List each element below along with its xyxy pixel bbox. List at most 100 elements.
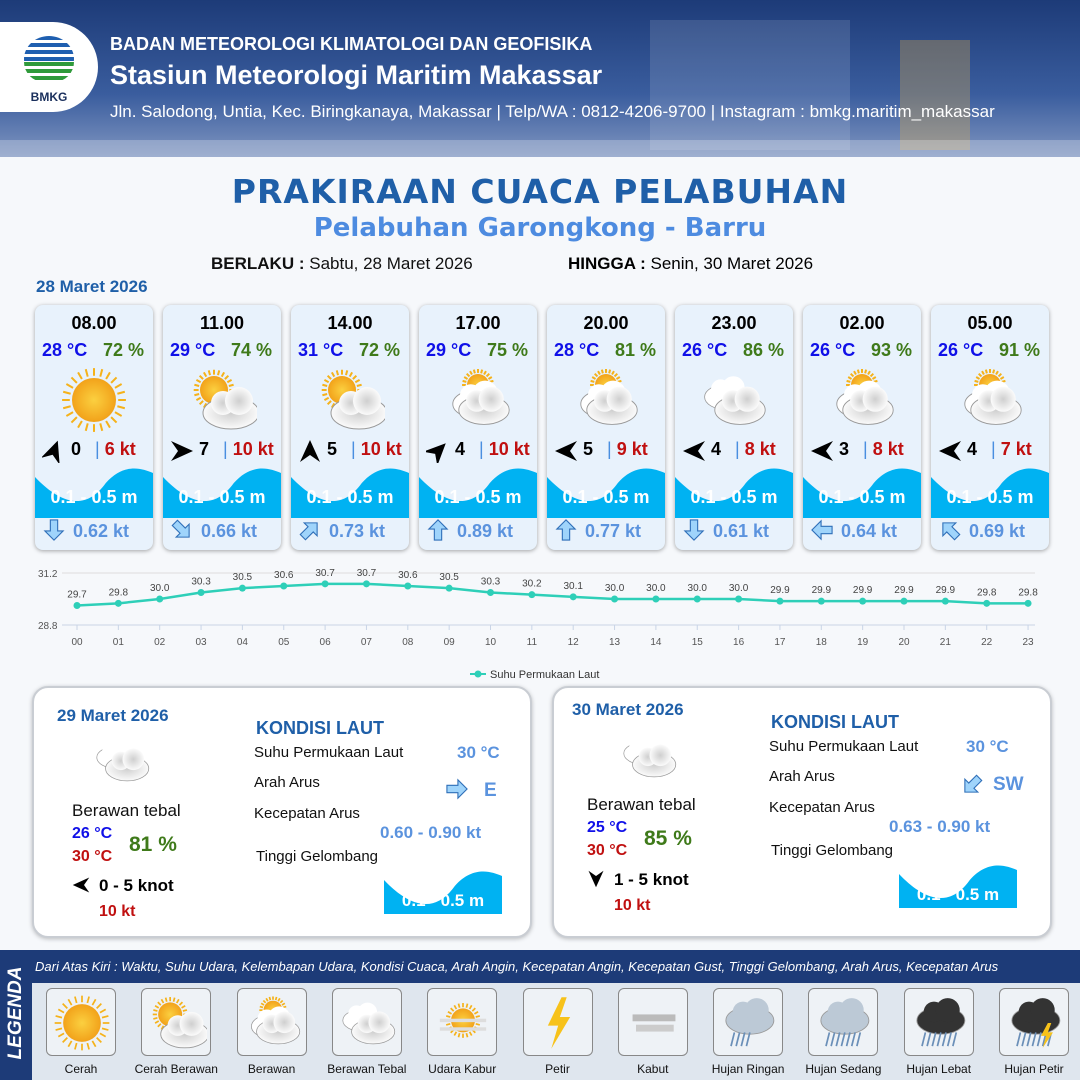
data-point	[114, 599, 122, 607]
sst-chart: 31.2 28.8 29.7 00 29.8 01 30.0 02 30.3 03 30.5 04 30…	[38, 568, 1038, 681]
card-wave-height: 0.1 - 0.5 m	[50, 487, 138, 507]
wind-direction-icon	[40, 439, 66, 465]
data-point	[983, 599, 991, 607]
card-time: 23.00	[711, 313, 757, 333]
card-time: 20.00	[583, 313, 629, 333]
x-tick: 13	[609, 637, 621, 648]
card-temp: 28 °C	[554, 340, 600, 360]
data-label: 30.2	[522, 579, 542, 590]
legend-item-label: Cerah	[64, 1062, 98, 1076]
panel-wave-height: 0.1 - 0.5 m	[916, 885, 1000, 904]
card-gust: 10 kt	[223, 439, 274, 460]
current-direction-icon	[43, 519, 65, 541]
x-tick: 19	[857, 637, 869, 648]
data-label: 30.6	[274, 570, 294, 581]
bmkg-logo: BMKG	[0, 22, 98, 112]
data-point	[197, 589, 205, 596]
card-time: 08.00	[71, 313, 117, 333]
wind-direction-icon	[423, 439, 450, 466]
current-direction-icon	[555, 519, 577, 541]
wave-icon	[899, 860, 1017, 913]
wave-icon	[803, 463, 921, 518]
legend-item-label: Petir	[545, 1062, 570, 1076]
panel-date: 30 Maret 2026	[572, 700, 684, 719]
hujan-petir-icon	[999, 988, 1069, 1056]
legend-caption: Dari Atas Kiri : Waktu, Suhu Udara, Kele…	[32, 950, 1080, 983]
current-dir-value: E	[484, 780, 497, 801]
data-label: 29.9	[894, 585, 914, 596]
legend-item-label: Cerah Berawan	[134, 1062, 218, 1076]
cerah-berawan-icon	[141, 988, 212, 1056]
wave-icon	[291, 463, 409, 518]
legend-marker	[474, 670, 482, 678]
card-humidity: 72 %	[358, 340, 400, 360]
sst-value: 30 °C	[457, 743, 500, 762]
cerah-icon	[46, 988, 116, 1056]
data-label: 29.9	[770, 585, 790, 596]
card-humidity: 72 %	[102, 340, 144, 360]
card-temp: 26 °C	[682, 340, 728, 360]
x-tick: 06	[320, 637, 332, 648]
x-tick: 04	[237, 637, 249, 648]
card-wave-height: 0.1 - 0.5 m	[562, 487, 650, 507]
data-point	[280, 582, 288, 590]
forecast-card: 14.00 31 °C 72 % 5 10 kt 0.1 - 0.5 m 0.7…	[291, 305, 409, 550]
panel-humidity: 85 %	[644, 827, 692, 850]
data-label: 30.0	[729, 583, 749, 594]
wave-icon	[547, 463, 665, 518]
x-tick: 23	[1022, 637, 1034, 648]
petir-icon	[522, 988, 593, 1056]
card-temp: 26 °C	[938, 340, 984, 360]
panel-wind: 1 - 5 knot	[614, 870, 689, 889]
x-tick: 02	[154, 637, 166, 648]
current-direction-icon	[427, 519, 449, 541]
data-point	[238, 584, 246, 592]
cerah-berawan-icon	[315, 365, 388, 435]
data-point	[445, 584, 453, 592]
data-label: 30.3	[481, 577, 501, 588]
card-wind-speed: 7	[199, 439, 210, 459]
wind-direction-icon	[72, 876, 92, 896]
legend-item-label: Hujan Lebat	[906, 1062, 972, 1076]
data-point	[859, 597, 867, 605]
wind-direction-icon	[682, 439, 706, 463]
sea-condition-title: KONDISI LAUT	[771, 712, 899, 732]
x-tick: 17	[774, 637, 786, 648]
card-time: 14.00	[327, 313, 373, 333]
panel-temp-max: 30 °C	[72, 848, 113, 865]
card-wave-height: 0.1 - 0.5 m	[434, 487, 522, 507]
org-name: BADAN METEOROLOGI KLIMATOLOGI DAN GEOFIS…	[110, 34, 593, 54]
data-label: 30.6	[398, 570, 418, 581]
data-label: 30.5	[439, 572, 459, 583]
card-wave-height: 0.1 - 0.5 m	[818, 487, 906, 507]
x-tick: 16	[733, 637, 745, 648]
data-point	[487, 589, 494, 596]
legend-item: Berawan	[227, 988, 317, 1076]
card-temp: 31 °C	[298, 340, 344, 360]
berawan-icon	[827, 365, 897, 435]
x-tick: 07	[361, 637, 373, 648]
wind-direction-icon	[587, 870, 607, 890]
card-temp: 28 °C	[42, 340, 88, 360]
sst-label: Suhu Permukaan Laut	[769, 738, 919, 755]
hujan-ringan-icon	[713, 988, 784, 1056]
legend-item: Petir	[513, 988, 603, 1076]
legend-item: Cerah Berawan	[131, 988, 221, 1076]
card-gust: 9 kt	[607, 439, 648, 460]
data-label: 29.9	[812, 585, 832, 596]
wind-direction-icon	[170, 439, 194, 463]
panel-temp-min: 26 °C	[72, 825, 113, 842]
berawan-icon	[443, 365, 513, 435]
card-wind-speed: 4	[711, 439, 722, 459]
daily-panel: 30 Maret 2026 Berawan tebal 25 °C 30 °C …	[552, 686, 1052, 938]
legend-item-label: Hujan Ringan	[711, 1062, 785, 1076]
data-point	[73, 602, 81, 609]
card-gust: 6 kt	[95, 439, 136, 460]
data-label: 30.0	[688, 583, 708, 594]
data-label: 29.7	[67, 590, 87, 601]
panel-gust: 10 kt	[99, 903, 136, 920]
x-tick: 14	[650, 637, 662, 648]
panel-wind: 0 - 5 knot	[99, 876, 174, 895]
data-point	[735, 595, 743, 603]
forecast-card: 11.00 29 °C 74 % 7 10 kt 0.1 - 0.5 m 0.6…	[163, 305, 281, 550]
